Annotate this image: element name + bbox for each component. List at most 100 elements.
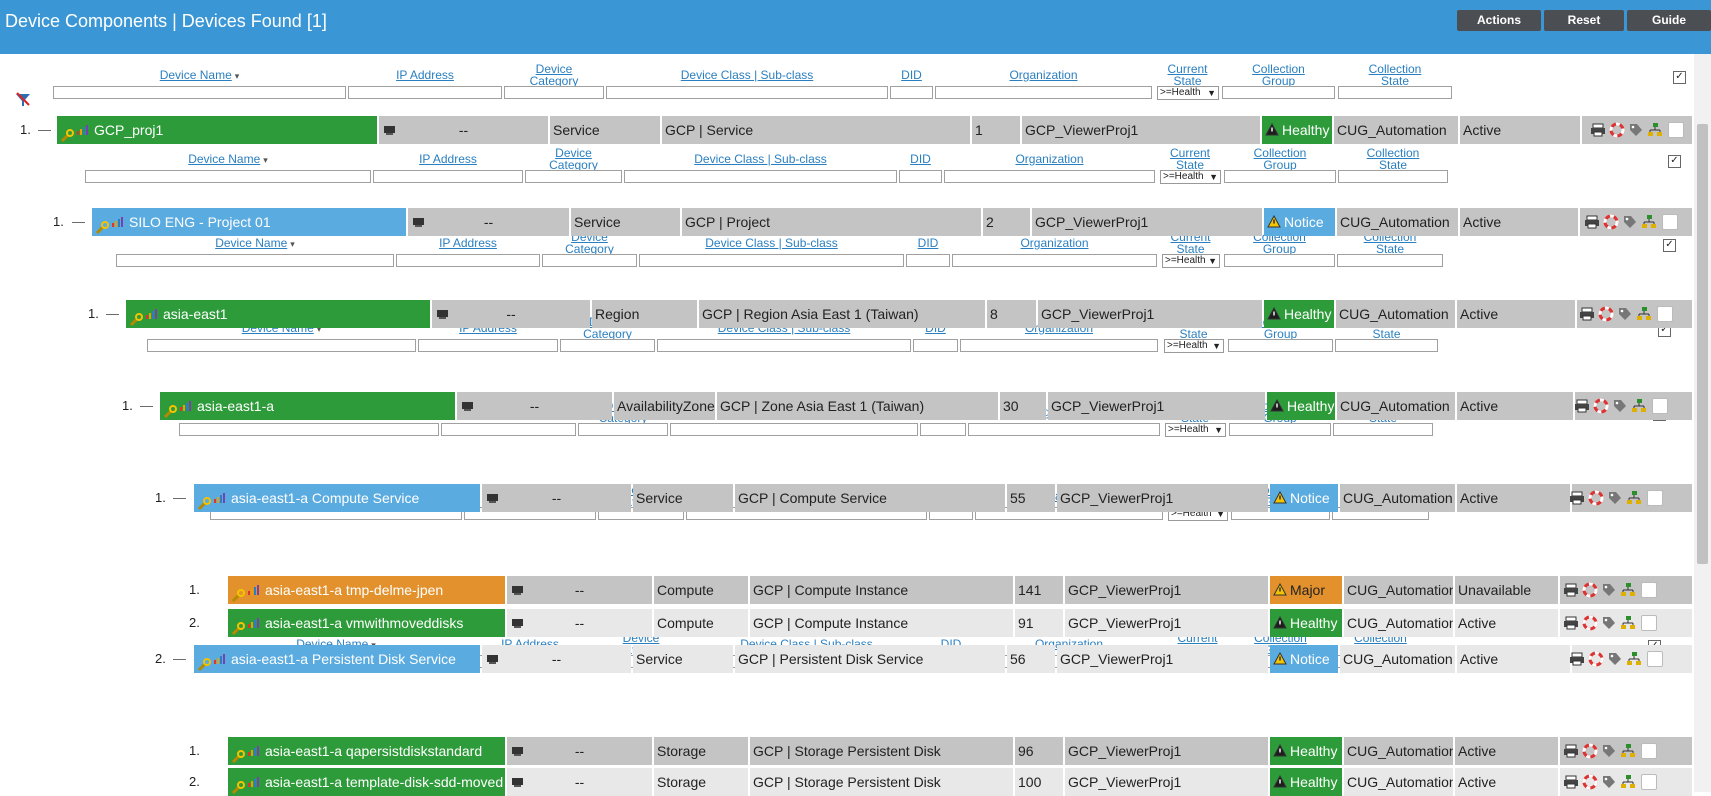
device-category-filter[interactable] <box>542 254 637 267</box>
did-header[interactable]: DID <box>917 236 939 250</box>
vertical-scrollbar[interactable] <box>1694 54 1711 792</box>
gear-icon[interactable] <box>485 646 500 664</box>
device-category-filter[interactable] <box>578 423 668 436</box>
tag-icon[interactable] <box>1601 582 1617 598</box>
device-category-header-line2[interactable]: Category <box>549 158 598 172</box>
wrench-icon[interactable] <box>231 776 246 795</box>
device-name-cell[interactable]: asia-east1-a qapersistdiskstandard <box>228 737 505 765</box>
device-name-link[interactable]: asia-east1-a qapersistdiskstandard <box>265 743 483 759</box>
collection-state-filter[interactable] <box>1333 423 1433 436</box>
collapse-toggle[interactable]: — <box>72 214 85 229</box>
signal-bars-icon[interactable] <box>179 393 194 420</box>
printer-icon[interactable] <box>1590 122 1606 138</box>
printer-icon[interactable] <box>1563 743 1579 759</box>
signal-bars-icon[interactable] <box>145 301 160 328</box>
device-name-cell[interactable]: SILO ENG - Project 01 <box>92 208 406 236</box>
wrench-icon[interactable] <box>231 745 246 764</box>
tag-icon[interactable] <box>1601 743 1617 759</box>
device-class-filter[interactable] <box>657 339 911 352</box>
device-category-header[interactable]: Device <box>555 146 592 160</box>
did-header[interactable]: DID <box>901 68 922 82</box>
tree-icon[interactable] <box>1631 398 1647 414</box>
row-select-checkbox[interactable] <box>1641 743 1657 759</box>
signal-bars-icon[interactable] <box>76 117 91 144</box>
organization-header[interactable]: Organization <box>1020 236 1089 250</box>
tree-icon[interactable] <box>1620 615 1636 631</box>
collection-state-filter[interactable] <box>1335 339 1438 352</box>
collection-state-header-line2[interactable]: State <box>1375 242 1405 256</box>
row-select-checkbox[interactable] <box>1641 774 1657 790</box>
collection-state-header[interactable]: Collection <box>1368 62 1422 76</box>
device-name-filter[interactable] <box>116 254 394 267</box>
current-state-header-line2[interactable]: State <box>1179 327 1208 341</box>
tag-icon[interactable] <box>1628 122 1644 138</box>
lifebuoy-icon[interactable] <box>1582 582 1598 598</box>
row-select-checkbox[interactable] <box>1657 306 1673 322</box>
wrench-icon[interactable] <box>231 584 246 603</box>
collapse-toggle[interactable]: — <box>106 306 119 321</box>
guide-button[interactable]: Guide <box>1627 10 1711 31</box>
tree-icon[interactable] <box>1647 122 1663 138</box>
select-all-checkbox[interactable]: ✓ <box>1663 239 1676 252</box>
signal-bars-icon[interactable] <box>111 209 126 236</box>
device-name-cell[interactable]: asia-east1-a Compute Service <box>194 484 480 512</box>
device-name-filter[interactable] <box>85 170 371 183</box>
row-select-checkbox[interactable] <box>1647 651 1663 667</box>
select-all-checkbox[interactable]: ✓ <box>1673 71 1686 84</box>
row-select-checkbox[interactable] <box>1641 582 1657 598</box>
printer-icon[interactable] <box>1569 490 1585 506</box>
lifebuoy-icon[interactable] <box>1609 122 1625 138</box>
row-select-checkbox[interactable] <box>1652 398 1668 414</box>
collection-group-header-line2[interactable]: Group <box>1263 158 1297 172</box>
printer-icon[interactable] <box>1563 582 1579 598</box>
lifebuoy-icon[interactable] <box>1603 214 1619 230</box>
printer-icon[interactable] <box>1574 398 1590 414</box>
device-category-filter[interactable] <box>560 339 655 352</box>
tree-icon[interactable] <box>1620 582 1636 598</box>
row-select-checkbox[interactable] <box>1662 214 1678 230</box>
current-state-header-line2[interactable]: State <box>1175 158 1205 172</box>
ip-address-header[interactable]: IP Address <box>419 152 477 166</box>
tree-icon[interactable] <box>1626 651 1642 667</box>
collapse-toggle[interactable]: — <box>173 651 186 666</box>
state-filter-select[interactable]: >=Health▼ <box>1162 254 1220 268</box>
ip-address-filter[interactable] <box>441 423 576 436</box>
ip-address-filter[interactable] <box>396 254 540 267</box>
device-name-link[interactable]: asia-east1-a <box>197 398 275 414</box>
signal-bars-icon[interactable] <box>247 610 262 637</box>
device-category-header-line2[interactable]: Category <box>565 242 614 256</box>
collection-group-filter[interactable] <box>1224 170 1336 183</box>
ip-address-filter[interactable] <box>348 86 502 99</box>
device-name-header[interactable]: Device Name▾ <box>188 152 268 166</box>
device-name-cell[interactable]: GCP_proj1 <box>57 116 377 144</box>
tag-icon[interactable] <box>1601 615 1617 631</box>
collection-group-filter[interactable] <box>1228 339 1333 352</box>
ip-address-header[interactable]: IP Address <box>396 68 454 82</box>
wrench-icon[interactable] <box>197 492 212 511</box>
collection-state-header-line2[interactable]: State <box>1372 327 1401 341</box>
signal-bars-icon[interactable] <box>247 738 262 765</box>
row-select-checkbox[interactable] <box>1647 490 1663 506</box>
tree-icon[interactable] <box>1626 490 1642 506</box>
device-category-filter[interactable] <box>504 86 604 99</box>
device-class-header[interactable]: Device Class | Sub-class <box>705 236 838 250</box>
device-name-cell[interactable]: asia-east1-a <box>160 392 455 420</box>
device-name-link[interactable]: asia-east1-a tmp-delme-jpen <box>265 582 444 598</box>
signal-bars-icon[interactable] <box>247 769 262 796</box>
device-name-header[interactable]: Device Name▾ <box>215 236 295 250</box>
signal-bars-icon[interactable] <box>247 577 262 604</box>
device-category-header-line2[interactable]: Category <box>583 327 632 341</box>
collection-group-header-line2[interactable]: Group <box>1263 327 1298 341</box>
lifebuoy-icon[interactable] <box>1582 743 1598 759</box>
gear-icon[interactable] <box>510 577 525 595</box>
collection-state-header-line2[interactable]: State <box>1378 158 1408 172</box>
organization-filter[interactable] <box>968 423 1160 436</box>
scrollbar-thumb[interactable] <box>1697 124 1708 564</box>
gear-icon[interactable] <box>460 393 475 411</box>
device-name-cell[interactable]: asia-east1-a vmwithmoveddisks <box>228 609 505 637</box>
row-select-checkbox[interactable] <box>1668 122 1684 138</box>
gear-icon[interactable] <box>510 610 525 628</box>
collection-group-header[interactable]: Collection <box>1252 62 1305 76</box>
device-class-header[interactable]: Device Class | Sub-class <box>694 152 827 166</box>
device-class-header[interactable]: Device Class | Sub-class <box>680 68 814 82</box>
